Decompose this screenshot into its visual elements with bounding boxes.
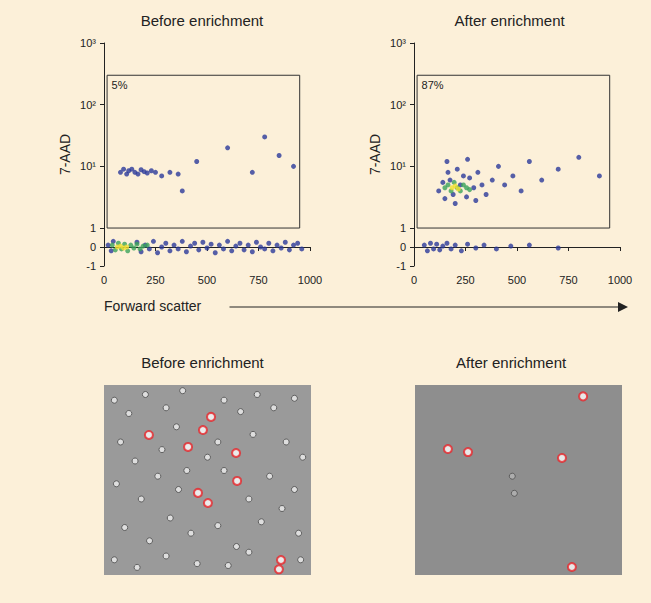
svg-text:5%: 5% <box>112 79 128 91</box>
svg-text:-1: -1 <box>396 260 406 272</box>
svg-text:10¹: 10¹ <box>390 160 406 172</box>
svg-text:10³: 10³ <box>390 37 406 49</box>
svg-text:1: 1 <box>400 222 406 234</box>
svg-text:0: 0 <box>101 274 107 286</box>
svg-text:0: 0 <box>411 274 417 286</box>
svg-text:7-AAD: 7-AAD <box>57 134 73 175</box>
svg-text:1000: 1000 <box>298 274 322 286</box>
svg-text:1: 1 <box>90 222 96 234</box>
svg-text:250: 250 <box>146 274 164 286</box>
svg-text:750: 750 <box>559 274 577 286</box>
svg-text:Forward scatter: Forward scatter <box>104 298 202 314</box>
svg-text:0: 0 <box>400 241 406 253</box>
svg-text:After enrichment: After enrichment <box>456 354 567 371</box>
svg-text:10¹: 10¹ <box>80 160 96 172</box>
svg-text:500: 500 <box>508 274 526 286</box>
svg-text:10²: 10² <box>390 99 406 111</box>
svg-text:After enrichment: After enrichment <box>455 12 566 29</box>
svg-text:7-AAD: 7-AAD <box>367 134 383 175</box>
svg-text:10³: 10³ <box>80 37 96 49</box>
svg-text:0: 0 <box>90 241 96 253</box>
svg-text:10²: 10² <box>80 99 96 111</box>
svg-text:87%: 87% <box>422 79 444 91</box>
svg-text:250: 250 <box>456 274 474 286</box>
svg-text:1000: 1000 <box>608 274 632 286</box>
svg-text:750: 750 <box>249 274 267 286</box>
svg-text:Before enrichment: Before enrichment <box>141 354 264 371</box>
svg-text:-1: -1 <box>86 260 96 272</box>
svg-text:500: 500 <box>198 274 216 286</box>
svg-text:Before enrichment: Before enrichment <box>141 12 264 29</box>
